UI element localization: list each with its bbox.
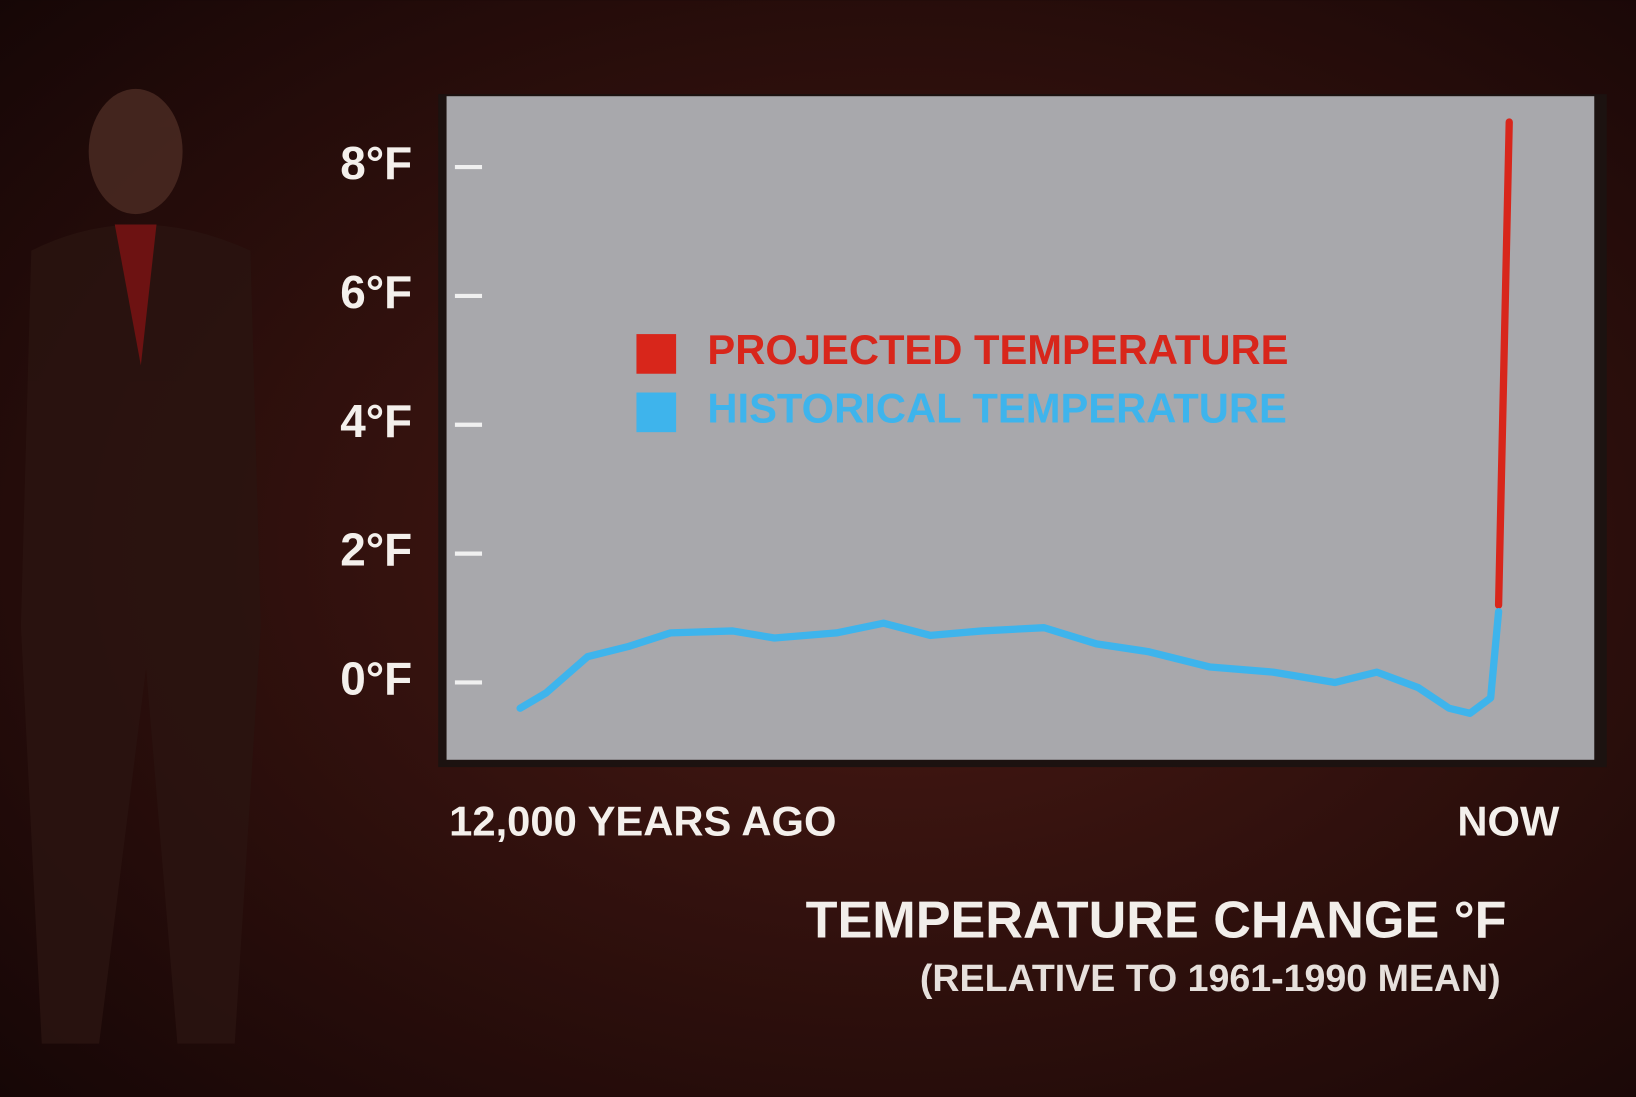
presenter [20,88,261,1044]
y-tick-label: 6°F [340,266,412,318]
x-tick-label: NOW [1457,797,1560,844]
y-tick-label: 8°F [340,137,412,189]
x-tick-label: 12,000 YEARS AGO [449,797,836,844]
legend-label: PROJECTED TEMPERATURE [707,326,1288,373]
legend-swatch [636,392,677,433]
series-line [516,607,1503,718]
chart-title: TEMPERATURE CHANGE °F [806,891,1507,949]
legend-label: HISTORICAL TEMPERATURE [707,384,1286,431]
chart-subtitle: (RELATIVE TO 1961-1990 MEAN) [920,957,1501,999]
legend-swatch [636,334,677,374]
y-tick-label: 0°F [340,653,412,705]
y-tick-label: 4°F [340,395,412,447]
series-line [1494,118,1513,609]
y-tick-label: 2°F [340,524,412,576]
